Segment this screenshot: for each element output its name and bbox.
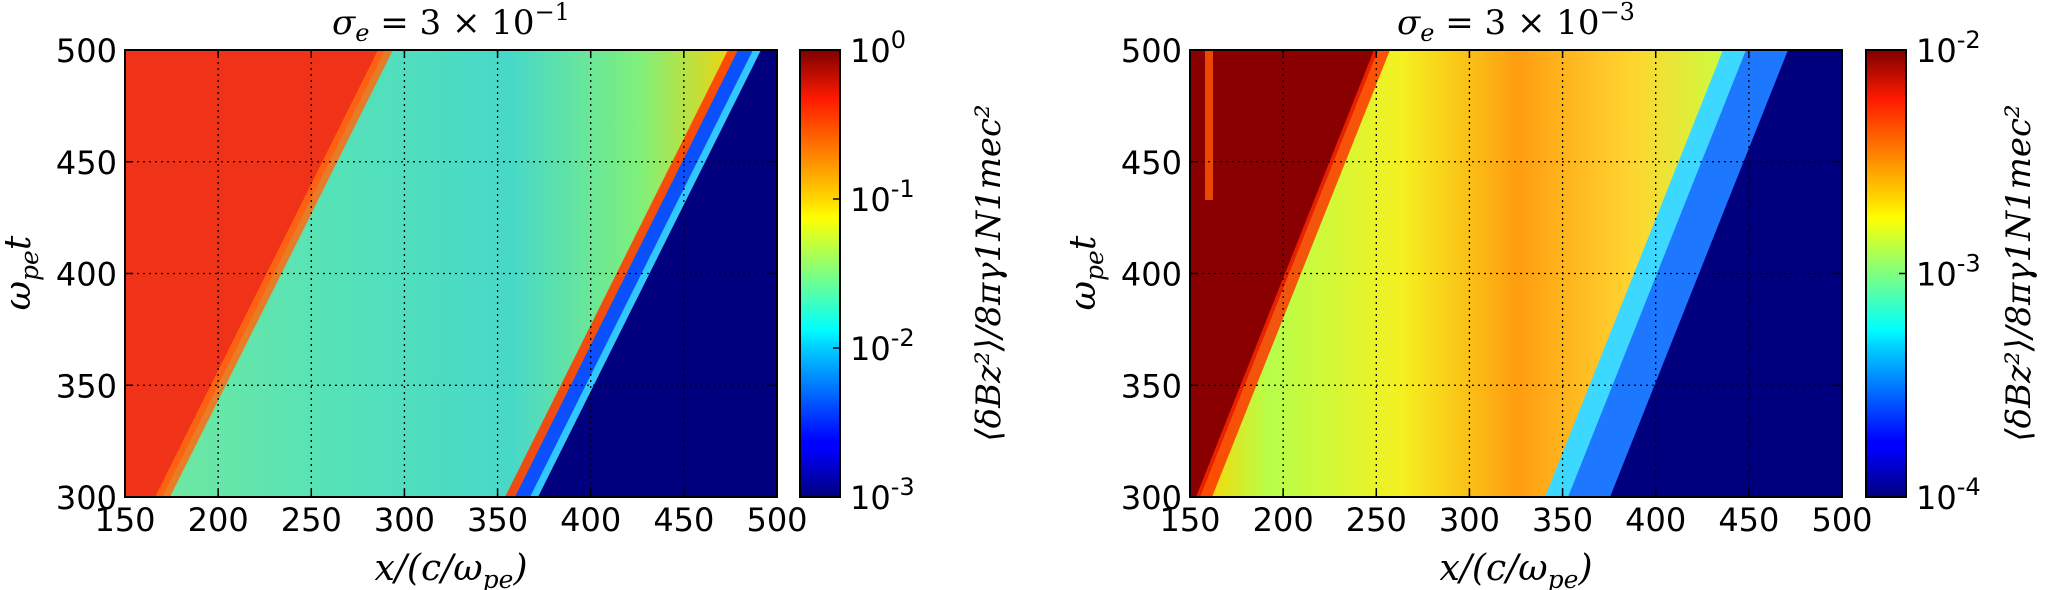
x-tick-label: 300 — [1439, 501, 1500, 539]
y-tick-label: 350 — [1121, 367, 1182, 405]
colorbar-label-right: ⟨δBz²⟩/8πγ1N1mec² — [1999, 104, 2039, 441]
colorbar-tick-exp: -3 — [891, 473, 915, 501]
colorbar-ticks-right: 10-210-310-4 — [1899, 26, 1981, 517]
x-tick-label: 250 — [1346, 501, 1407, 539]
colorbar-tick-label: 10-2 — [850, 324, 915, 368]
colorbar-tick-exp: -1 — [891, 175, 915, 203]
xlabel-left-pre: x/(c/ω — [375, 548, 483, 589]
title-left: σe = 3 × 10−1 — [332, 0, 570, 47]
x-tick-label: 500 — [746, 501, 807, 539]
ylabel-right-pre: ω — [1063, 281, 1104, 310]
colorbar-tick-base: 10 — [1916, 32, 1957, 70]
x-tick-label: 400 — [1625, 501, 1686, 539]
x-tick-label: 150 — [1159, 501, 1220, 539]
ylabel-left-post: t — [0, 235, 39, 250]
y-tick-label: 500 — [56, 32, 117, 70]
ticks-right: 150 200 250 300 350 400 450 500 300 350 400 450 500 — [1121, 32, 1873, 539]
x-tick-label: 350 — [467, 501, 528, 539]
x-tick-label: 250 — [281, 501, 342, 539]
colorbar-tick-exp: -2 — [891, 324, 915, 352]
xlabel-left-sub: pe — [483, 565, 514, 590]
ylabel-left-sub: pe — [15, 250, 44, 281]
y-tick-label: 450 — [1121, 144, 1182, 182]
downstream-region-left — [125, 50, 385, 497]
ylabel-right-sub: pe — [1080, 250, 1109, 281]
ylabel-left-pre: ω — [0, 281, 39, 310]
colorbar-tick-base: 10 — [850, 181, 891, 219]
title-right-mid: = 3 × 10 — [1434, 3, 1599, 43]
panel-right: 150 200 250 300 350 400 450 500300350400450500 … — [1063, 0, 2039, 590]
x-tick-label: 500 — [1811, 501, 1872, 539]
title-right: σe = 3 × 10−3 — [1397, 0, 1635, 47]
x-tick-label: 350 — [1532, 501, 1593, 539]
colorbar-tick-exp: -2 — [1957, 26, 1981, 54]
x-tick-label: 300 — [374, 501, 435, 539]
panel-left: 150 200 250 300 350 400 450 500300350400450500 … — [0, 0, 1009, 590]
grid-right — [1190, 50, 1842, 497]
shock-front-left — [155, 50, 393, 497]
x-tick-label: 450 — [1718, 501, 1779, 539]
xlabel-right-post: ) — [1577, 548, 1592, 589]
y-tick-label: 300 — [56, 479, 117, 517]
title-left-mid: = 3 × 10 — [369, 3, 534, 43]
title-left-base: σ — [332, 3, 356, 43]
xlabel-left-post: ) — [512, 548, 527, 589]
colorbar-tick-base: 10 — [1916, 479, 1957, 517]
title-right-sub: e — [1420, 19, 1434, 47]
grid-left — [125, 50, 777, 497]
x-tick-label: 200 — [188, 501, 249, 539]
colorbar-tick-label: 10-4 — [1916, 473, 1981, 517]
colorbar-left — [799, 49, 841, 498]
downstream-streak-right — [1205, 50, 1213, 200]
title-right-base: σ — [1397, 3, 1421, 43]
ylabel-left: ωpet — [0, 235, 44, 310]
colorbar-tick-exp: -3 — [1957, 250, 1981, 278]
colorbar-tick-base: 10 — [850, 330, 891, 368]
y-tick-label: 300 — [1121, 479, 1182, 517]
x-tick-label: 400 — [560, 501, 621, 539]
y-tick-label: 500 — [1121, 32, 1182, 70]
y-tick-label: 400 — [1121, 256, 1182, 294]
ylabel-right: ωpet — [1063, 235, 1109, 310]
xlabel-right: x/(c/ωpe) — [1440, 548, 1593, 590]
ylabel-right-post: t — [1063, 235, 1104, 250]
colorbar-tick-base: 10 — [850, 479, 891, 517]
colorbar-tick-exp: 0 — [891, 26, 906, 54]
colorbar-tick-base: 10 — [1916, 256, 1957, 294]
heatmap-left — [125, 50, 761, 497]
colorbar-tick-base: 10 — [850, 32, 891, 70]
x-tick-label: 450 — [653, 501, 714, 539]
colorbar-tick-label: 10-3 — [850, 473, 915, 517]
xlabel-right-pre: x/(c/ω — [1440, 548, 1548, 589]
xlabel-left: x/(c/ωpe) — [375, 548, 528, 590]
colorbar-label-left: ⟨δBz²⟩/8πγ1N1mec² — [969, 104, 1009, 441]
colorbar-tick-label: 10-2 — [1916, 26, 1981, 70]
x-tick-label: 150 — [94, 501, 155, 539]
ticks-left: 150 200 250 300 350 400 450 500 300 350 400 450 500 — [56, 32, 808, 539]
title-left-exp: −1 — [535, 0, 570, 26]
colorbar-tick-label: 100 — [850, 26, 906, 70]
colorbar-tick-exp: -4 — [1957, 473, 1981, 501]
title-right-exp: −3 — [1600, 0, 1635, 26]
x-tick-label: 200 — [1253, 501, 1314, 539]
colorbar-tick-label: 10-3 — [1916, 250, 1981, 294]
y-tick-label: 450 — [56, 144, 117, 182]
xlabel-right-sub: pe — [1548, 565, 1579, 590]
title-left-sub: e — [355, 19, 369, 47]
y-tick-label: 400 — [56, 256, 117, 294]
y-tick-label: 350 — [56, 367, 117, 405]
colorbar-tick-label: 10-1 — [850, 175, 915, 219]
